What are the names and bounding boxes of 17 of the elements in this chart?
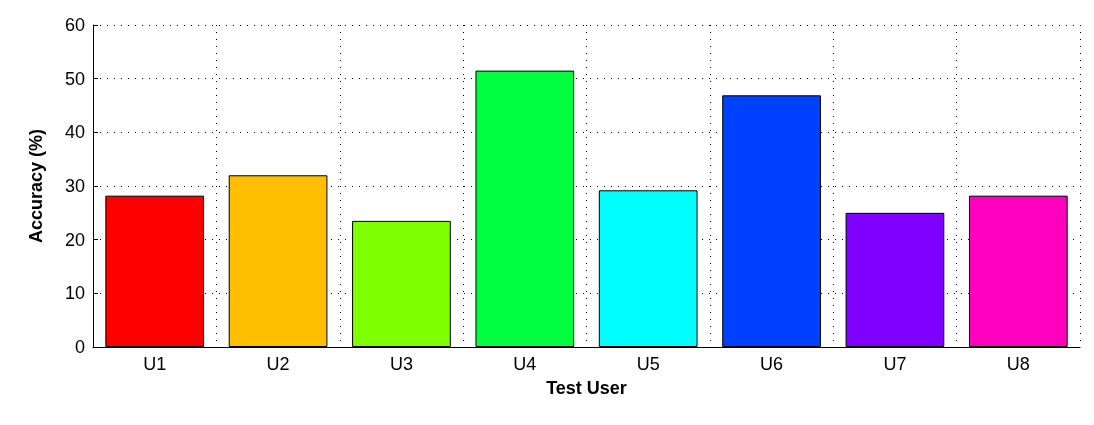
x-tick-label: U5 (636, 354, 660, 374)
y-tick-label: 60 (64, 15, 85, 35)
y-tick-label: 10 (64, 283, 85, 304)
x-tick-label: U1 (143, 354, 167, 374)
x-tick-label: U8 (1006, 354, 1030, 374)
x-tick-label: U4 (513, 354, 537, 374)
x-tick-label: U3 (389, 354, 413, 374)
y-tick-label: 50 (64, 68, 85, 89)
x-axis-title: Test User (546, 378, 627, 398)
y-tick-label: 40 (64, 122, 85, 143)
y-tick-label: 20 (64, 229, 85, 250)
y-tick-label: 30 (64, 176, 85, 196)
x-tick-label: U6 (760, 354, 784, 374)
x-tick-label: U2 (266, 354, 290, 374)
y-axis-title: Accuracy (%) (26, 128, 46, 244)
y-tick-label: 0 (74, 337, 85, 357)
x-tick-label: U7 (883, 354, 907, 374)
